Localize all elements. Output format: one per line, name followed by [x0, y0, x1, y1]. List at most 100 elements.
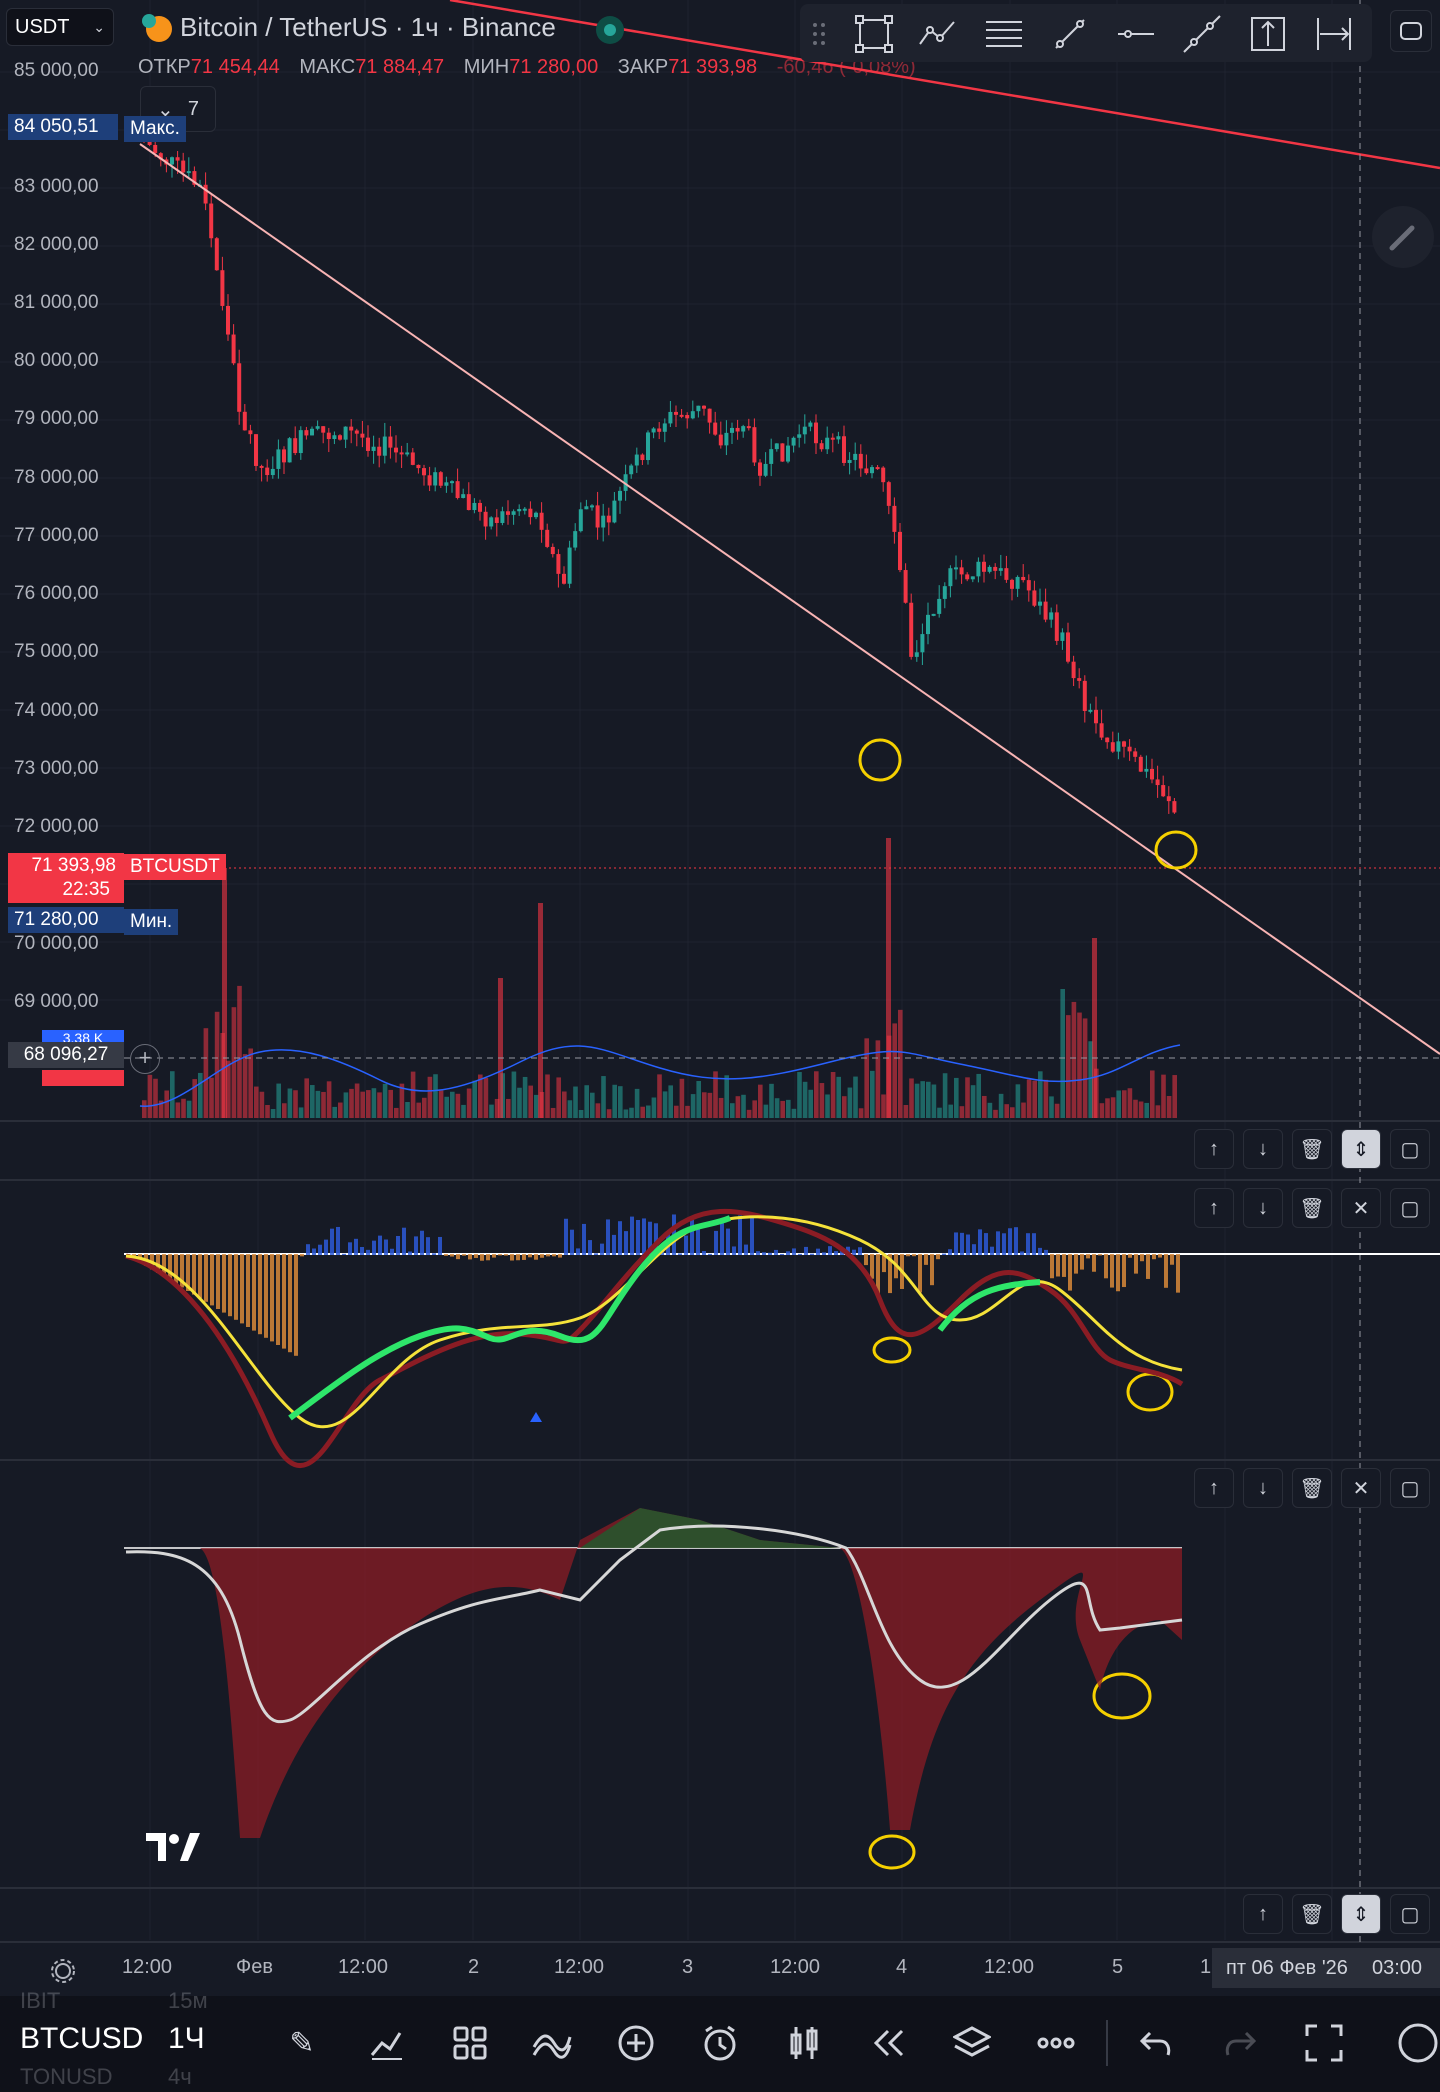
maximize-pane-button[interactable]: ▢	[1390, 1894, 1430, 1934]
expand-pane-button[interactable]: ⇕	[1341, 1129, 1381, 1169]
settings-gear-icon[interactable]	[48, 1956, 78, 1986]
chart-type-icon[interactable]	[364, 2021, 408, 2065]
candle-body	[287, 438, 292, 463]
oscillator-histogram-bar	[450, 1254, 454, 1257]
plus-icon[interactable]	[614, 2021, 658, 2065]
volume-bar	[282, 1103, 287, 1118]
collapse-pane-button[interactable]: ✕	[1341, 1468, 1381, 1508]
more-icon[interactable]	[1034, 2021, 1078, 2065]
oscillator-histogram-bar	[1158, 1254, 1162, 1258]
candle-body	[802, 426, 807, 435]
oscillator-histogram-bar	[216, 1254, 220, 1309]
volume-bar	[506, 1098, 511, 1118]
move-pane-down-button[interactable]: ↓	[1243, 1188, 1283, 1228]
drawing-toolbar	[800, 4, 1372, 62]
volume-bar	[987, 1102, 993, 1118]
oscillator-histogram-bar	[564, 1218, 568, 1255]
candle-body	[332, 435, 337, 440]
drag-handle-icon[interactable]	[812, 22, 826, 46]
oscillator-histogram-bar	[228, 1254, 232, 1317]
oscillator-histogram-bar	[720, 1223, 724, 1255]
oscillator-histogram-bar	[1116, 1254, 1120, 1292]
volume-bar	[618, 1086, 623, 1118]
candle-body	[388, 436, 393, 448]
candle-body	[175, 157, 180, 161]
move-pane-down-button[interactable]: ↓	[1243, 1129, 1283, 1169]
undo-icon[interactable]	[1134, 2021, 1178, 2065]
grid-icon[interactable]	[448, 2021, 492, 2065]
oscillator-histogram-bar	[336, 1226, 340, 1255]
maximize-pane-button[interactable]	[1390, 10, 1432, 52]
move-pane-down-button[interactable]: ↓	[1243, 1468, 1283, 1508]
crosshair-date: пт 06 Фев '26	[1226, 1957, 1348, 1979]
move-pane-up-button[interactable]: ↑	[1194, 1129, 1234, 1169]
ohlc-close-value: 71 393,98	[668, 56, 758, 78]
indicators-icon[interactable]	[530, 2021, 574, 2065]
oscillator-histogram-bar	[642, 1218, 646, 1255]
candle-body	[836, 436, 841, 440]
candle-body	[758, 462, 762, 476]
candle-body	[427, 475, 432, 486]
move-pane-up-button[interactable]: ↑	[1243, 1894, 1283, 1934]
rectangle-tool-icon[interactable]	[854, 14, 894, 54]
add-alert-plus-icon[interactable]: +	[130, 1044, 160, 1074]
layers-icon[interactable]	[950, 2021, 994, 2065]
replay-icon[interactable]	[866, 2021, 910, 2065]
maximize-pane-button[interactable]: ▢	[1390, 1188, 1430, 1228]
volume-bar	[1004, 1104, 1009, 1118]
oscillator-histogram-bar	[1152, 1254, 1156, 1260]
volume-spike	[222, 868, 227, 1118]
volume-bar	[1054, 1103, 1060, 1118]
bottom-symbol[interactable]: BTCUSD	[20, 2022, 144, 2055]
volume-bar	[1116, 1090, 1121, 1118]
path-tool-icon[interactable]	[918, 14, 958, 54]
oscillator-histogram-bar	[294, 1254, 298, 1356]
collapse-pane-button[interactable]: ✕	[1341, 1188, 1381, 1228]
alarm-icon[interactable]	[698, 2021, 742, 2065]
date-range-icon[interactable]	[1314, 14, 1354, 54]
volume-bar	[1038, 1071, 1043, 1118]
candle-body	[354, 430, 359, 434]
symbol-title[interactable]: Bitcoin / TetherUS · 1ч · Binance	[180, 12, 556, 42]
extended-line-icon[interactable]	[1182, 14, 1222, 54]
watchlist-prev-symbol: IBIT	[20, 1988, 61, 2013]
object-tree-icon[interactable]	[1396, 2021, 1440, 2065]
delete-pane-button[interactable]: 🗑	[1292, 1188, 1332, 1228]
currency-select[interactable]: USDT ⌄	[6, 8, 114, 46]
volume-bar	[718, 1097, 724, 1118]
candle-body	[909, 602, 914, 657]
candle-body	[444, 482, 449, 486]
candle-body	[511, 511, 516, 515]
trend-line-icon[interactable]	[1050, 14, 1090, 54]
price-range-icon[interactable]	[1248, 14, 1288, 54]
maximize-pane-button[interactable]: ▢	[1390, 1129, 1430, 1169]
redo-icon[interactable]	[1218, 2021, 1262, 2065]
oscillator-area-fill-positive	[580, 1508, 840, 1548]
oscillator-histogram-bar	[186, 1254, 190, 1291]
oscillator-histogram-bar	[852, 1249, 856, 1255]
oscillator-histogram-bar	[426, 1237, 430, 1255]
fullscreen-icon[interactable]	[1302, 2021, 1346, 2065]
bar-icon[interactable]	[782, 2021, 826, 2065]
fib-retracement-icon[interactable]	[984, 14, 1024, 54]
draw-mode-button[interactable]	[1372, 206, 1434, 268]
pencil-icon[interactable]: ✎	[289, 2026, 315, 2060]
bottom-timeframe[interactable]: 1Ч	[168, 2022, 205, 2055]
candle-body	[640, 454, 645, 461]
oscillator-histogram-bar	[522, 1254, 526, 1260]
horizontal-ray-icon[interactable]	[1116, 14, 1156, 54]
oscillator-histogram-bar	[276, 1254, 280, 1345]
move-pane-up-button[interactable]: ↑	[1194, 1188, 1234, 1228]
delete-pane-button[interactable]: 🗑	[1292, 1129, 1332, 1169]
expand-pane-button[interactable]: ⇕	[1341, 1894, 1381, 1934]
maximize-pane-button[interactable]: ▢	[1390, 1468, 1430, 1508]
delete-pane-button[interactable]: 🗑	[1292, 1894, 1332, 1934]
oscillator-histogram-bar	[954, 1232, 958, 1255]
move-pane-up-button[interactable]: ↑	[1194, 1468, 1234, 1508]
volume-bar	[1066, 1015, 1071, 1118]
delete-pane-button[interactable]: 🗑	[1292, 1468, 1332, 1508]
oscillator-histogram-bar	[162, 1254, 166, 1277]
volume-bar	[545, 1074, 550, 1118]
oscillator-histogram-bar	[360, 1247, 364, 1255]
